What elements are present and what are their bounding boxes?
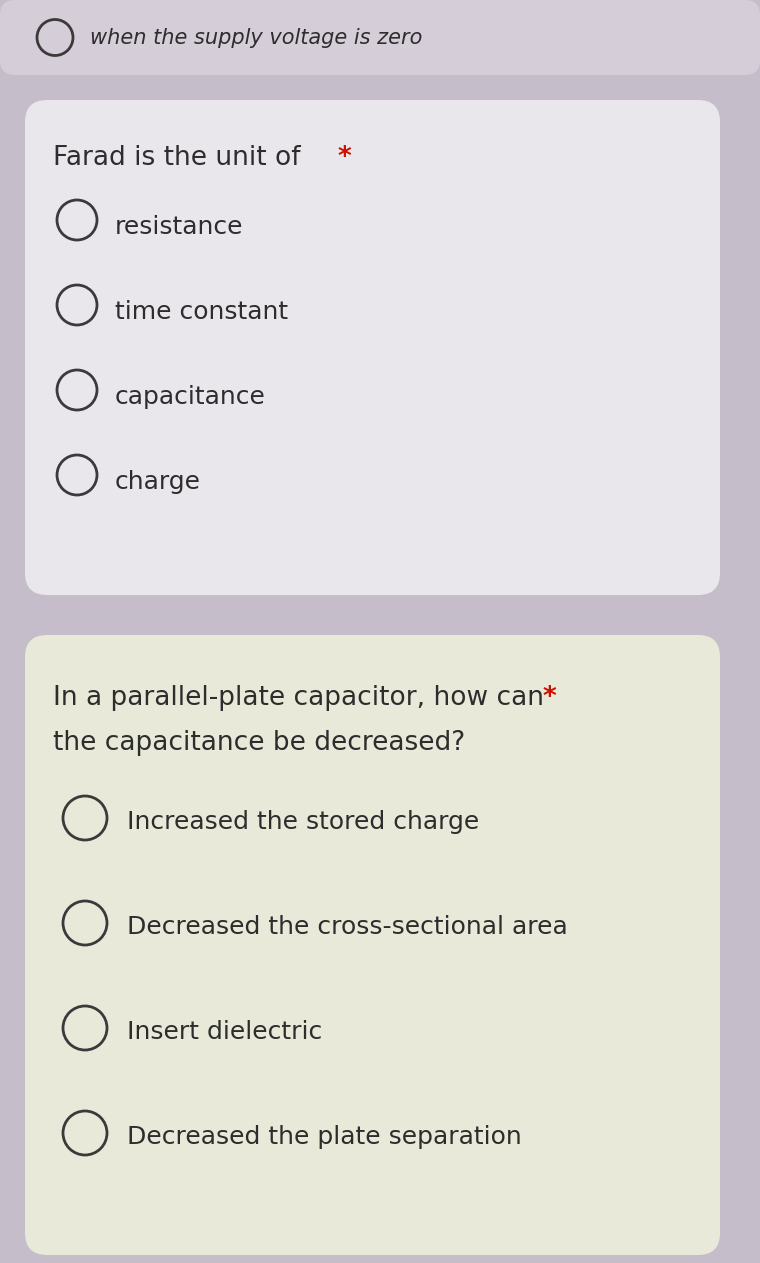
Text: time constant: time constant [115, 301, 288, 325]
Text: Increased the stored charge: Increased the stored charge [127, 810, 480, 834]
Text: In a parallel-plate capacitor, how can: In a parallel-plate capacitor, how can [53, 685, 553, 711]
FancyBboxPatch shape [0, 0, 760, 75]
Text: charge: charge [115, 470, 201, 494]
Text: *: * [543, 685, 557, 711]
Text: the capacitance be decreased?: the capacitance be decreased? [53, 730, 465, 757]
Text: Insert dielectric: Insert dielectric [127, 1021, 322, 1045]
Text: when the supply voltage is zero: when the supply voltage is zero [90, 28, 423, 48]
Text: resistance: resistance [115, 215, 243, 239]
Text: Farad is the unit of: Farad is the unit of [53, 145, 309, 171]
Text: capacitance: capacitance [115, 385, 266, 409]
Text: Decreased the plate separation: Decreased the plate separation [127, 1125, 522, 1149]
FancyBboxPatch shape [25, 100, 720, 595]
Text: Decreased the cross-sectional area: Decreased the cross-sectional area [127, 914, 568, 938]
Text: *: * [338, 145, 352, 171]
FancyBboxPatch shape [25, 635, 720, 1255]
